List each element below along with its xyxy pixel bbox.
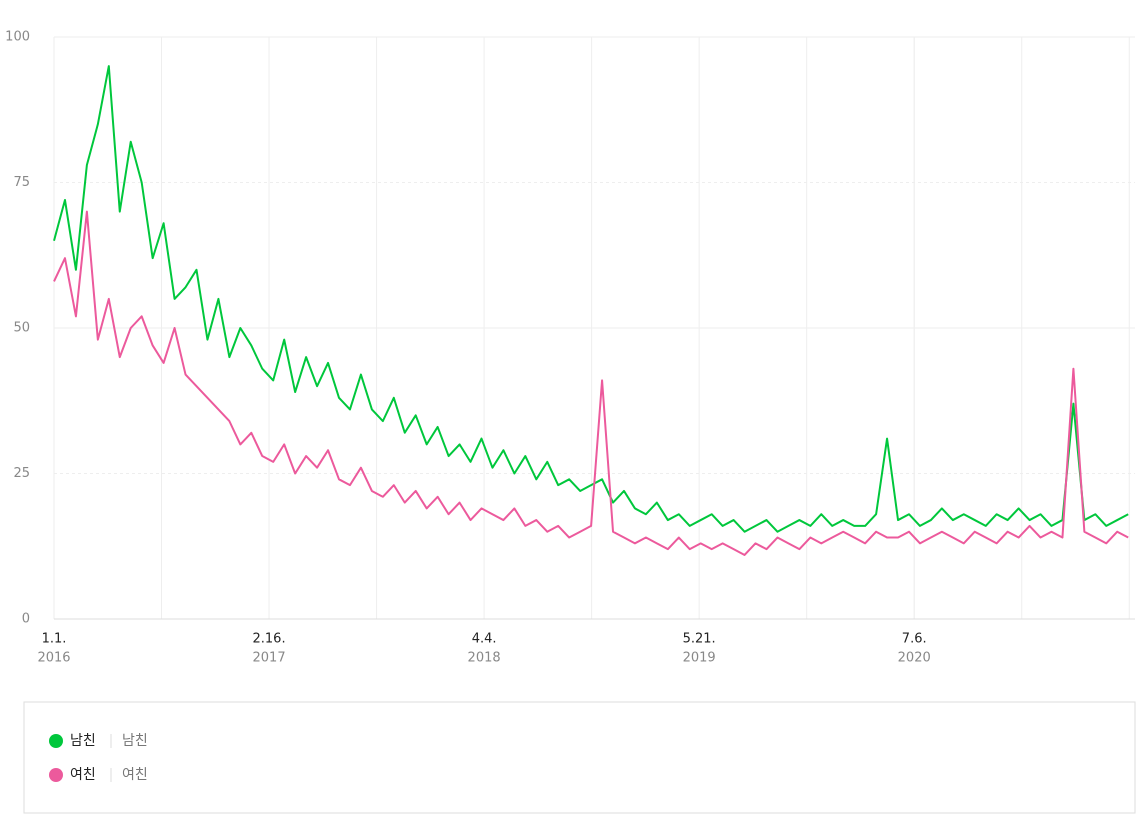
legend-marker — [49, 734, 63, 748]
x-tick-label: 5.21. — [683, 632, 716, 647]
series-line — [53, 210, 1129, 556]
legend-label: 여친 — [70, 767, 96, 783]
y-tick-label: 100 — [5, 30, 30, 45]
x-tick-label: 2.16. — [253, 632, 286, 647]
x-tick-sublabel: 2016 — [37, 651, 70, 666]
legend-keyword: 남친 — [122, 733, 148, 749]
y-tick-label: 0 — [22, 612, 30, 627]
legend-label: 남친 — [70, 733, 96, 749]
y-tick-label: 25 — [13, 466, 30, 481]
x-tick-label: 7.6. — [902, 632, 927, 647]
x-tick-sublabel: 2019 — [683, 651, 716, 666]
legend-keyword: 여친 — [122, 767, 148, 783]
series-line — [53, 65, 1129, 533]
x-tick-label: 4.4. — [472, 632, 497, 647]
legend-marker — [49, 768, 63, 782]
y-tick-label: 50 — [13, 321, 30, 336]
x-tick-label: 1.1. — [42, 632, 67, 647]
x-tick-sublabel: 2018 — [468, 651, 501, 666]
x-tick-sublabel: 2020 — [898, 651, 931, 666]
legend-box — [23, 701, 1136, 814]
y-tick-label: 75 — [13, 175, 30, 190]
x-tick-sublabel: 2017 — [253, 651, 286, 666]
